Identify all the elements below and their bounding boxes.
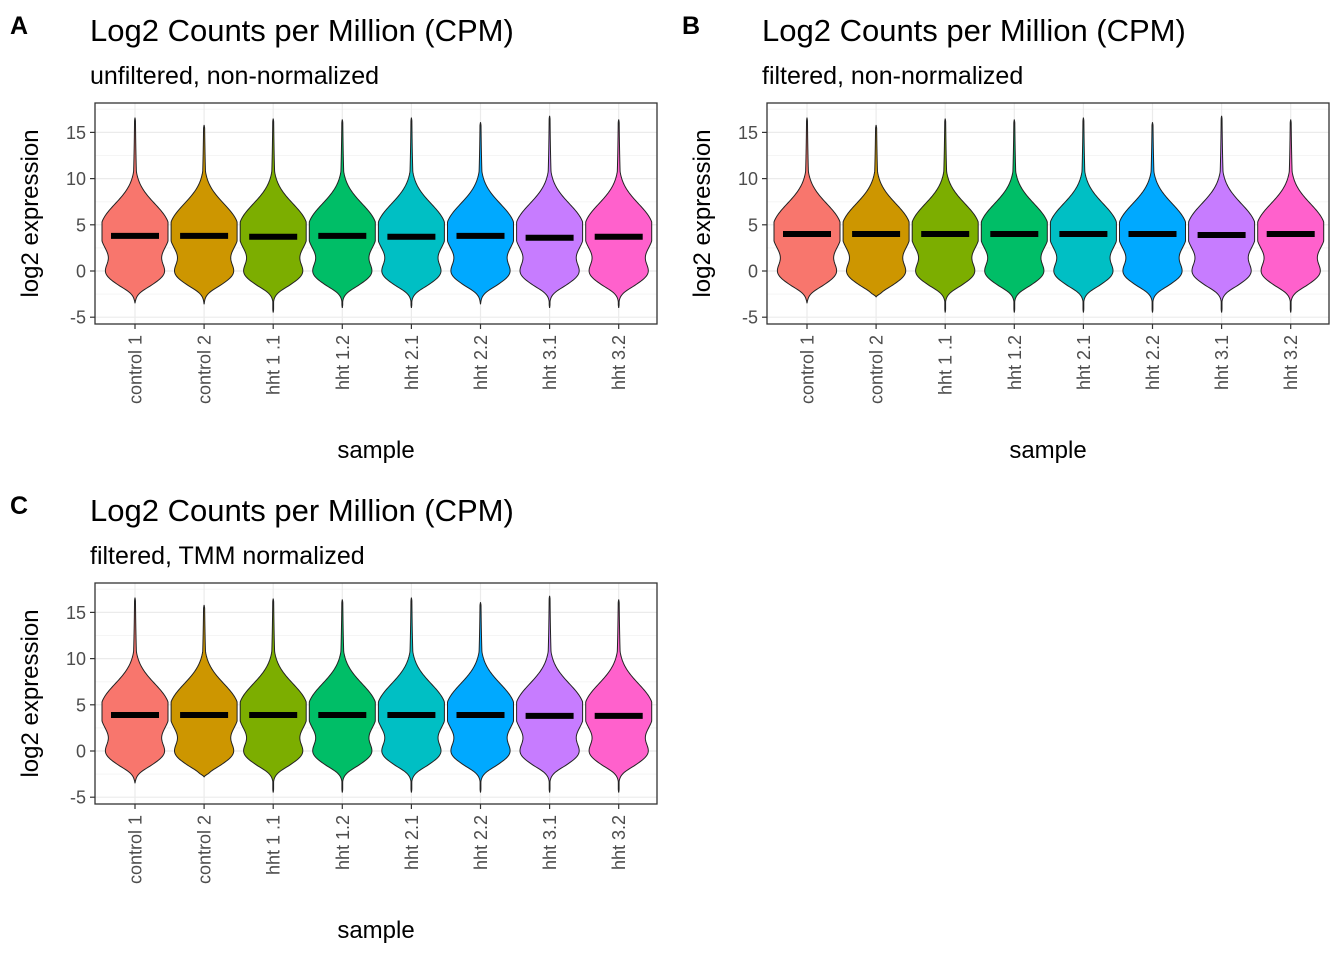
chart-subtitle: unfiltered, non-normalized [90, 62, 379, 90]
x-tick-label: control 1 [798, 335, 818, 404]
y-tick-label: 5 [76, 215, 86, 235]
y-tick-label: 5 [76, 695, 86, 715]
y-tick-label: 15 [66, 603, 86, 623]
y-tick-label: 0 [76, 262, 86, 282]
x-tick-label: control 2 [867, 335, 887, 404]
x-tick-label: hht 3.1 [1212, 335, 1232, 390]
violin [516, 595, 584, 793]
panel-tag: C [10, 492, 28, 520]
chart-title: Log2 Counts per Million (CPM) [90, 493, 514, 528]
chart-title: Log2 Counts per Million (CPM) [90, 13, 514, 48]
panel-border [94, 102, 658, 325]
violin [1257, 119, 1325, 313]
x-tick-label: hht 2.1 [1074, 335, 1094, 390]
y-tick-label: 10 [66, 169, 86, 189]
violin [585, 119, 653, 309]
panel-b: B Log2 Counts per Million (CPM) filtered, … [682, 12, 1330, 464]
y-tick-label: -5 [70, 308, 86, 328]
violin [773, 117, 841, 304]
panel-border [766, 102, 1330, 325]
violin [447, 122, 514, 305]
violin [170, 604, 238, 778]
x-tick-label: hht 3.2 [609, 815, 629, 870]
x-tick-label: hht 3.1 [540, 815, 560, 870]
violin [842, 124, 910, 298]
x-tick-label: hht 3.2 [1281, 335, 1301, 390]
violin [911, 118, 979, 313]
violin [239, 118, 307, 313]
x-tick-label: hht 1.2 [333, 335, 353, 390]
x-axis-title: sample [1009, 437, 1086, 464]
violin [1119, 122, 1186, 313]
y-axis-title: log2 expression [689, 129, 716, 297]
panel-tag: A [10, 12, 28, 40]
panel-tag: B [682, 12, 700, 40]
violin [377, 597, 445, 793]
violin [516, 115, 584, 309]
violin [170, 124, 238, 305]
y-tick-label: -5 [742, 308, 758, 328]
panel-c: C Log2 Counts per Million (CPM) filtered, … [10, 492, 658, 944]
x-tick-label: hht 1.2 [1005, 335, 1025, 390]
x-axis-title: sample [337, 437, 414, 464]
violin [1188, 115, 1256, 313]
violin [980, 119, 1048, 313]
x-tick-label: hht 3.2 [609, 335, 629, 390]
y-tick-label: 15 [66, 123, 86, 143]
x-tick-label: hht 1 .1 [264, 335, 284, 395]
chart-title: Log2 Counts per Million (CPM) [762, 13, 1186, 48]
y-tick-label: 15 [738, 123, 758, 143]
panel-border [94, 582, 658, 805]
x-tick-label: hht 2.1 [402, 815, 422, 870]
x-tick-label: hht 1.2 [333, 815, 353, 870]
x-axis-title: sample [337, 917, 414, 944]
violin [239, 598, 307, 793]
violin [101, 597, 169, 784]
violin [308, 119, 376, 309]
x-tick-label: control 1 [126, 335, 146, 404]
panel-a: A Log2 Counts per Million (CPM) unfiltered… [10, 12, 658, 464]
y-tick-label: -5 [70, 788, 86, 808]
violin [585, 599, 653, 793]
x-tick-label: hht 1 .1 [264, 815, 284, 875]
y-axis-title: log2 expression [17, 609, 44, 777]
violin [101, 117, 169, 304]
x-tick-label: hht 2.1 [402, 335, 422, 390]
y-tick-label: 10 [738, 169, 758, 189]
x-tick-label: control 2 [195, 815, 215, 884]
x-tick-label: control 2 [195, 335, 215, 404]
violin [447, 602, 514, 793]
y-axis-title: log2 expression [17, 129, 44, 297]
chart-subtitle: filtered, TMM normalized [90, 542, 365, 570]
x-tick-label: hht 2.2 [1143, 335, 1163, 390]
x-tick-label: hht 1 .1 [936, 335, 956, 395]
violin [308, 599, 376, 793]
y-tick-label: 0 [748, 262, 758, 282]
violin [377, 117, 445, 309]
x-tick-label: hht 2.2 [471, 335, 491, 390]
y-tick-label: 10 [66, 649, 86, 669]
y-tick-label: 0 [76, 742, 86, 762]
y-tick-label: 5 [748, 215, 758, 235]
x-tick-label: hht 3.1 [540, 335, 560, 390]
chart-subtitle: filtered, non-normalized [762, 62, 1023, 90]
violin [1049, 117, 1117, 313]
x-tick-label: control 1 [126, 815, 146, 884]
x-tick-label: hht 2.2 [471, 815, 491, 870]
